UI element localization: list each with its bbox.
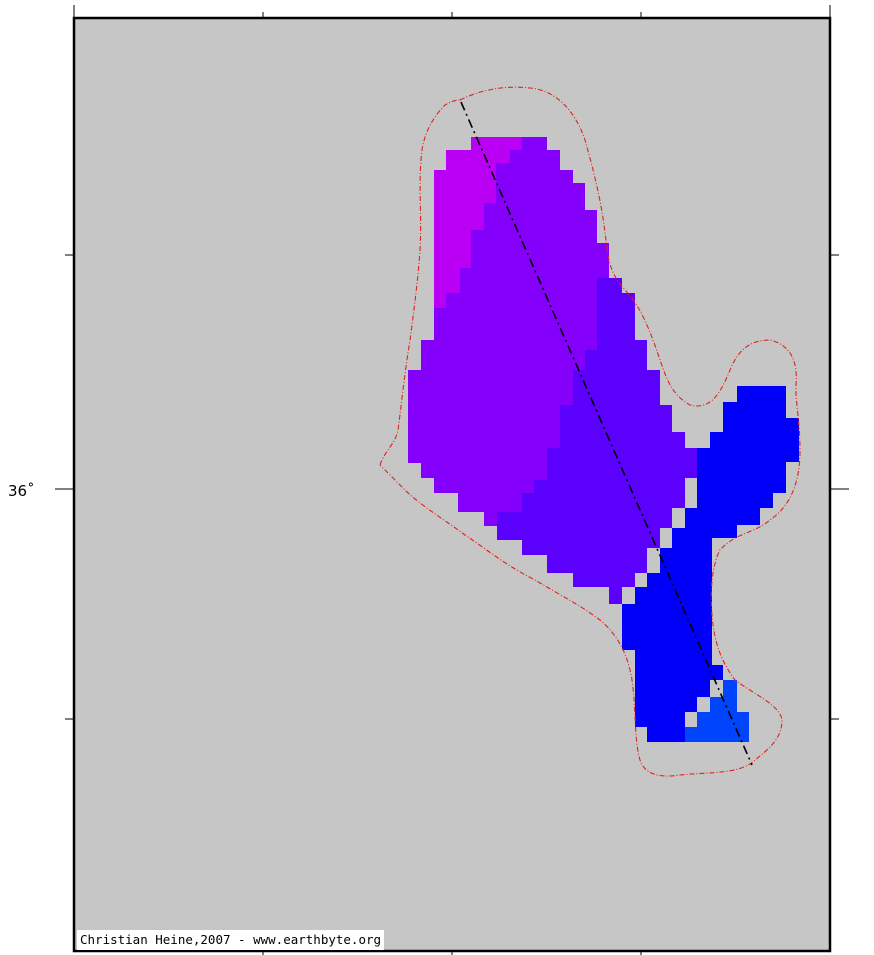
- credit-label: Christian Heine,2007 - www.earthbyte.org: [77, 930, 384, 950]
- latitude-label: 36˚: [8, 482, 35, 500]
